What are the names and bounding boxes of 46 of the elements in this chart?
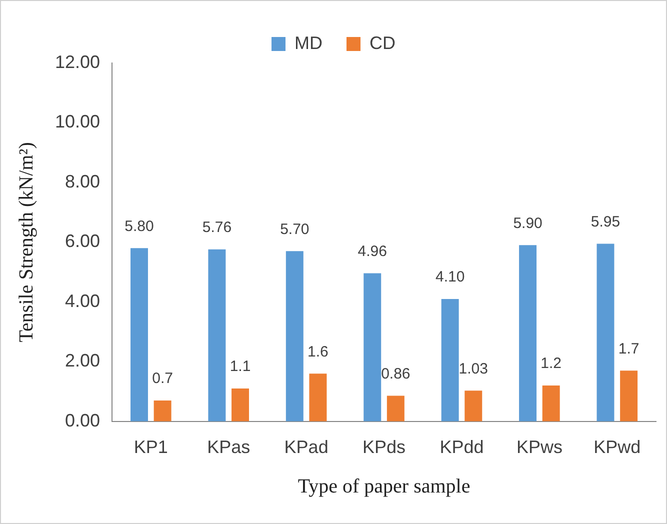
x-tick-label: KPds <box>362 437 406 458</box>
x-tick-label: KPad <box>284 437 328 458</box>
y-tick-label: 4.00 <box>64 290 100 311</box>
bar <box>309 374 327 422</box>
data-label: 5.70 <box>280 220 310 238</box>
data-label: 1.1 <box>230 358 251 376</box>
bar <box>464 390 482 422</box>
data-label: 1.7 <box>618 340 640 358</box>
x-tick-label: KPws <box>516 437 562 458</box>
legend-label: MD <box>294 32 323 53</box>
data-label: 4.96 <box>358 242 387 260</box>
y-axis-title: Tensile Strength (kN/m²) <box>15 142 38 342</box>
data-label: 5.90 <box>513 214 542 232</box>
bar <box>232 388 250 422</box>
data-label: 1.03 <box>458 360 488 378</box>
bar <box>286 251 304 422</box>
bar <box>519 245 537 422</box>
bar <box>154 400 172 422</box>
legend-label: CD <box>370 32 396 53</box>
y-tick-label: 6.00 <box>64 231 100 252</box>
data-label: 5.76 <box>202 219 232 236</box>
x-tick-label: KPas <box>207 437 250 458</box>
bar <box>620 370 638 422</box>
x-tick-label: KPwd <box>594 437 641 458</box>
data-label: 1.6 <box>308 343 328 360</box>
y-tick-label: 0.00 <box>64 410 100 430</box>
bar <box>130 248 148 422</box>
bar <box>364 273 382 422</box>
bar <box>386 396 404 422</box>
x-axis-title: Type of paper sample <box>298 475 470 498</box>
data-label: 4.10 <box>435 268 465 286</box>
y-tick-label: 12.00 <box>54 52 100 72</box>
data-label: 1.2 <box>540 355 562 372</box>
bar <box>208 249 226 422</box>
bar <box>542 386 560 422</box>
bar <box>441 298 459 422</box>
y-tick-label: 8.00 <box>64 171 100 192</box>
bar <box>596 244 614 422</box>
y-tick-label: 2.00 <box>64 350 100 371</box>
x-tick-label: KPdd <box>440 437 484 458</box>
data-label: 5.80 <box>124 218 154 235</box>
data-label: 0.7 <box>152 370 173 388</box>
y-tick-label: 10.00 <box>54 112 100 132</box>
data-label: 5.95 <box>590 213 620 230</box>
x-tick-label: KP1 <box>134 437 168 458</box>
data-label: 0.86 <box>381 365 410 382</box>
